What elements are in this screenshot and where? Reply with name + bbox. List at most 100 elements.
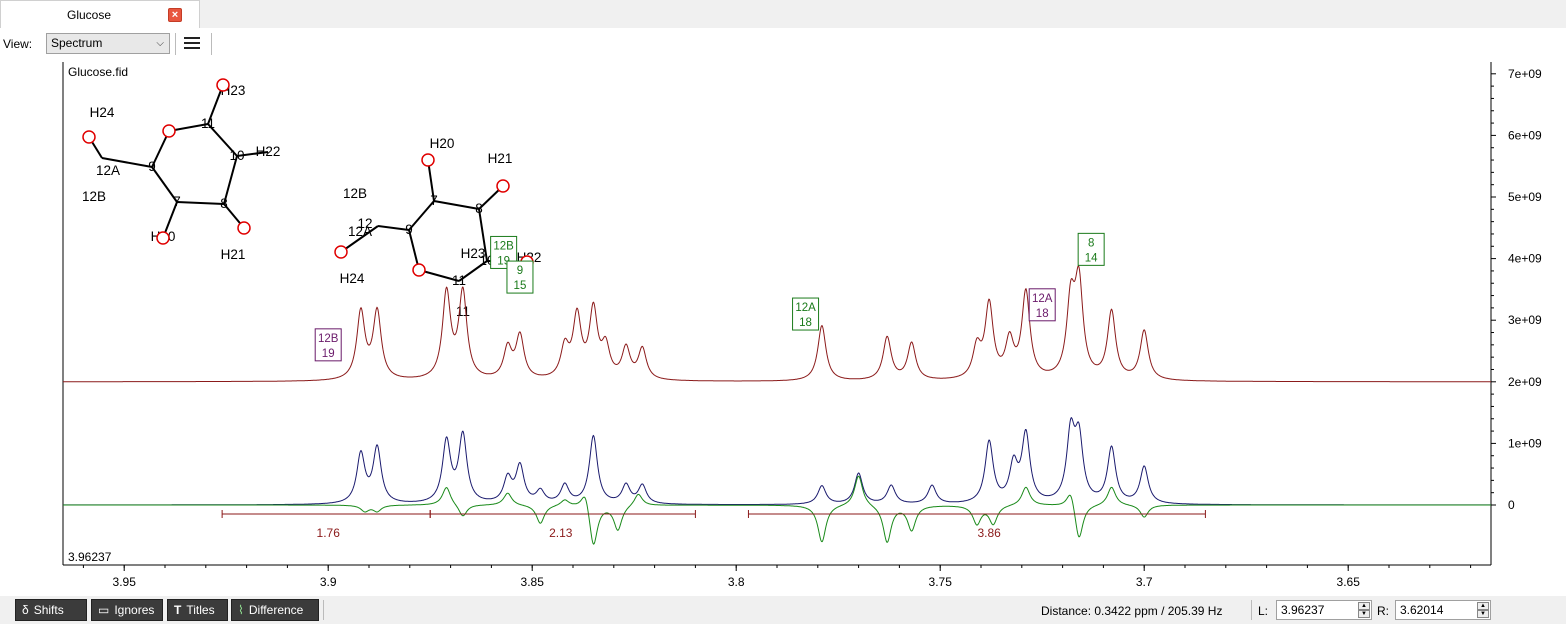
x-tick-label: 3.7 bbox=[1136, 575, 1153, 589]
close-icon[interactable]: × bbox=[168, 8, 182, 22]
hamburger-menu-icon[interactable] bbox=[182, 34, 204, 54]
peak-label-atom: 12A bbox=[1032, 293, 1053, 305]
titles-label: Titles bbox=[186, 603, 215, 617]
y-tick-label: 3e+09 bbox=[1508, 313, 1542, 327]
y-tick-label: 7e+09 bbox=[1508, 67, 1542, 81]
peak-label-number: 14 bbox=[1085, 252, 1098, 264]
molecule-structures: H2311H2410H2212A912B78H20H21H20H2112B781… bbox=[82, 78, 541, 319]
titles-button[interactable]: T Titles bbox=[167, 599, 228, 621]
tab-glucose[interactable]: Glucose × bbox=[0, 0, 200, 29]
x-tick-label: 3.95 bbox=[113, 575, 137, 589]
peak-label: 814 bbox=[1077, 232, 1105, 266]
view-select-value: Spectrum bbox=[51, 36, 103, 50]
x-tick-label: 3.85 bbox=[521, 575, 545, 589]
peak-label-box bbox=[1077, 232, 1105, 266]
peak-label-atom: 12B bbox=[493, 240, 514, 252]
spin-arrows-icon[interactable]: ▲ ▼ bbox=[1358, 602, 1370, 618]
y-tick-label: 2e+09 bbox=[1508, 375, 1542, 389]
y-tick-label: 5e+09 bbox=[1508, 190, 1542, 204]
peak-label-number: 18 bbox=[799, 317, 812, 329]
waveform-icon: ⌇ bbox=[238, 603, 244, 617]
x-tick-label: 3.8 bbox=[728, 575, 745, 589]
text-icon: T bbox=[174, 603, 182, 617]
toolbar: View: Spectrum ⌵ bbox=[0, 28, 1566, 60]
peak-label-box bbox=[314, 328, 342, 362]
bottom-divider bbox=[1251, 600, 1252, 620]
bond bbox=[377, 225, 410, 231]
difference-trace bbox=[63, 475, 1491, 545]
bond bbox=[427, 159, 435, 202]
view-label: View: bbox=[3, 37, 33, 51]
spectrum-chart[interactable]: Glucose.fid 3.96237 7e+09 6e+09 5e+09 4e+09… bbox=[0, 60, 1566, 596]
y-tick-label: 0 bbox=[1508, 498, 1515, 512]
tab-label: Glucose bbox=[67, 8, 112, 22]
oxygen-atom bbox=[156, 231, 170, 245]
molecule-1: H2311H2410H2212A912B78H20H21 bbox=[82, 78, 281, 262]
bond bbox=[433, 200, 480, 210]
oxygen-atom bbox=[162, 124, 176, 138]
peak-label-atom: 12A bbox=[795, 302, 816, 314]
shifts-button[interactable]: δ Shifts bbox=[15, 599, 87, 621]
rectangle-icon: ▭ bbox=[98, 603, 110, 617]
bond bbox=[418, 269, 460, 282]
peak-label-atom: 8 bbox=[1088, 237, 1094, 249]
toolbar-divider bbox=[211, 33, 212, 55]
atom-label: 12B bbox=[82, 189, 106, 204]
difference-button[interactable]: ⌇ Difference bbox=[231, 599, 319, 621]
tab-bar: Glucose × bbox=[0, 0, 1566, 29]
integral-label: 1.76 bbox=[317, 526, 341, 540]
oxygen-atom bbox=[496, 179, 510, 193]
bond bbox=[151, 166, 178, 203]
shifts-label: Shifts bbox=[33, 603, 64, 617]
oxygen-atom bbox=[334, 245, 348, 259]
atom-label: 12B bbox=[343, 186, 367, 201]
left-cursor-label: L: bbox=[1258, 604, 1269, 618]
atom-label: H24 bbox=[340, 271, 365, 286]
right-cursor-input[interactable]: 3.62014 ▲ ▼ bbox=[1395, 600, 1491, 620]
bond bbox=[207, 84, 224, 125]
right-cursor-value: 3.62014 bbox=[1400, 603, 1444, 617]
cursor-readout: 3.96237 bbox=[68, 550, 112, 564]
peak-label-box bbox=[792, 297, 820, 331]
peak-label-box bbox=[506, 260, 534, 294]
delta-icon: δ bbox=[22, 603, 29, 617]
bond bbox=[478, 208, 488, 262]
x-tick-label: 3.75 bbox=[929, 575, 953, 589]
peak-label-number: 15 bbox=[514, 280, 527, 292]
x-tick-label: 3.9 bbox=[320, 575, 337, 589]
ignores-button[interactable]: ▭ Ignores bbox=[91, 599, 163, 621]
atom-label: H21 bbox=[488, 151, 513, 166]
difference-label: Difference bbox=[248, 603, 304, 617]
x-tick-label: 3.65 bbox=[1337, 575, 1361, 589]
atom-label: 11 bbox=[456, 304, 470, 319]
y-ticks: 7e+09 6e+09 5e+09 4e+09 3e+09 2e+09 1e+09 0 bbox=[1491, 67, 1542, 512]
peak-label-number: 19 bbox=[322, 348, 335, 360]
atom-label: 8 bbox=[220, 196, 228, 211]
bond bbox=[176, 201, 225, 205]
atom-label: H22 bbox=[256, 144, 281, 159]
atom-label: 12A bbox=[96, 163, 120, 178]
bond bbox=[236, 151, 269, 157]
atom-label: 11 bbox=[452, 273, 466, 288]
peak-label-atom: 9 bbox=[517, 265, 523, 277]
molecule-2: H20H2112B7812912AH2310H2211H2411 bbox=[334, 136, 541, 319]
bond bbox=[223, 155, 238, 205]
integral-regions: 1.76 2.13 3.86 bbox=[221, 510, 1206, 540]
oxygen-atom bbox=[216, 78, 230, 92]
atom-label: 7 bbox=[430, 193, 438, 208]
plot-filename: Glucose.fid bbox=[68, 65, 128, 79]
spin-arrows-icon[interactable]: ▲ ▼ bbox=[1477, 602, 1489, 618]
spectrum-plot[interactable]: Glucose.fid 3.96237 7e+09 6e+09 5e+09 4e+09… bbox=[0, 60, 1566, 596]
oxygen-atom bbox=[82, 130, 96, 144]
atom-label: 11 bbox=[201, 116, 215, 131]
atom-label: 9 bbox=[148, 159, 156, 174]
left-cursor-input[interactable]: 3.96237 ▲ ▼ bbox=[1276, 600, 1372, 620]
peak-label: 915 bbox=[506, 260, 534, 294]
view-select[interactable]: Spectrum ⌵ bbox=[46, 33, 170, 54]
peak-label-box bbox=[1028, 288, 1056, 322]
bond bbox=[207, 123, 238, 157]
integral-label: 3.86 bbox=[977, 526, 1001, 540]
